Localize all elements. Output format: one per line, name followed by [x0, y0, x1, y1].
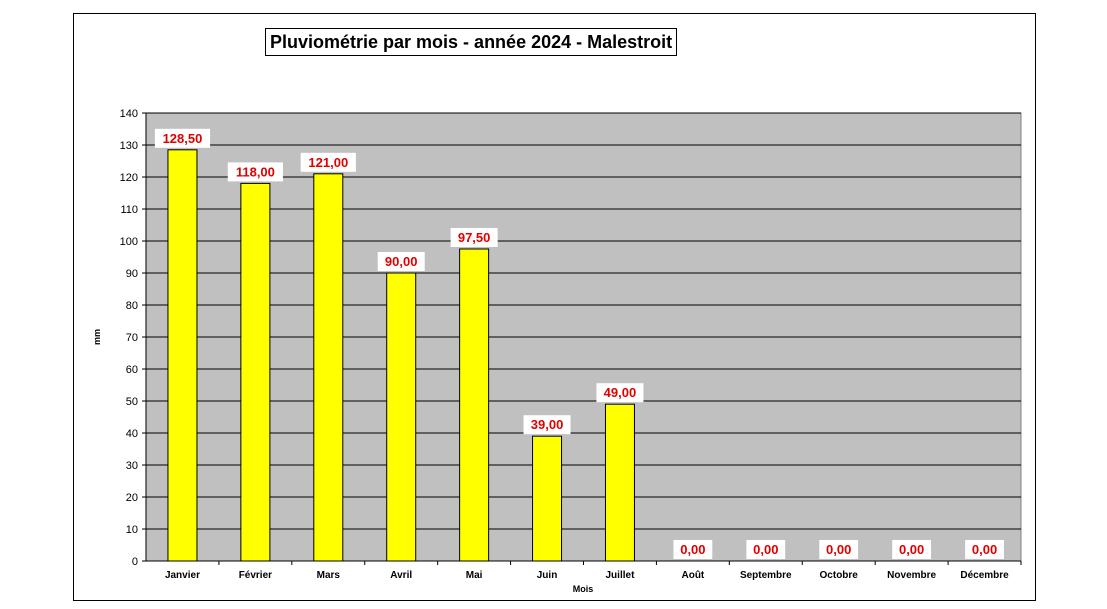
y-tick-label: 0 [132, 556, 138, 568]
data-label: 0,00 [826, 542, 851, 557]
y-tick-label: 140 [120, 108, 138, 120]
data-label: 0,00 [899, 542, 924, 557]
x-tick-label: Juillet [606, 570, 636, 581]
y-tick-label: 40 [126, 428, 138, 440]
y-tick-label: 110 [120, 204, 138, 216]
data-label-background [377, 252, 425, 271]
y-tick-label: 20 [126, 492, 138, 504]
y-tick-label: 80 [126, 300, 138, 312]
data-label: 128,50 [163, 131, 203, 146]
data-label-background [965, 540, 1004, 559]
data-label-background [154, 128, 211, 148]
plot-area: 0 10 20 30 40 50 60 70 80 90 100 110 120 130 140 128,50… [120, 108, 1022, 581]
x-tick-label: Août [681, 570, 704, 581]
data-label-background [596, 383, 644, 403]
data-label: 90,00 [385, 254, 418, 269]
y-tick-label: 90 [126, 268, 138, 280]
y-tick-label: 50 [126, 396, 138, 408]
data-label: 0,00 [972, 542, 997, 557]
data-label: 0,00 [753, 542, 778, 557]
data-label: 97,50 [458, 230, 491, 245]
data-label-background [892, 540, 932, 559]
y-tick-label: 120 [120, 172, 138, 184]
x-tick-label: Octobre [820, 570, 859, 581]
data-label: 39,00 [531, 417, 564, 432]
bar [532, 435, 563, 562]
data-label-background [673, 540, 713, 559]
x-tick-label: Septembre [740, 570, 792, 581]
bar [313, 173, 344, 562]
y-tick-label: 10 [126, 524, 138, 536]
data-label: 0,00 [680, 542, 705, 557]
y-tick-label: 70 [126, 332, 138, 344]
x-tick-label: Février [239, 570, 272, 581]
x-tick-label: Avril [390, 570, 412, 581]
y-tick-label: 30 [126, 460, 138, 472]
data-label-background [300, 152, 356, 172]
x-tick-label: Décembre [960, 570, 1009, 581]
data-label: 118,00 [236, 164, 275, 179]
x-tick-label: Novembre [887, 570, 936, 581]
x-tick-label: Janvier [165, 570, 200, 581]
data-label-background [746, 540, 786, 559]
x-axis-label: Mois [573, 584, 594, 594]
x-tick-label: Mars [317, 570, 341, 581]
y-axis-label: mm [92, 329, 102, 345]
x-tick-label: Juin [537, 570, 558, 581]
y-tick-label: 60 [126, 364, 138, 376]
data-label: 49,00 [604, 385, 637, 400]
bar [604, 403, 635, 562]
y-tick-label: 100 [120, 236, 138, 248]
bar [240, 182, 271, 562]
bar [459, 248, 490, 562]
data-label: 121,00 [308, 155, 348, 170]
x-tick-label: Mai [466, 570, 483, 581]
data-label-background [523, 415, 571, 435]
bar [386, 272, 417, 562]
chart-title: Pluviométrie par mois - année 2024 - Mal… [265, 28, 678, 56]
data-label-background [450, 228, 498, 247]
data-label-background [227, 162, 283, 182]
y-tick-label: 130 [120, 140, 138, 152]
bar [167, 149, 198, 562]
data-label-background [819, 540, 859, 559]
